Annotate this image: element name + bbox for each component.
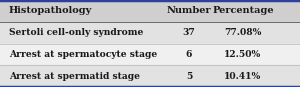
Bar <box>0 0 300 22</box>
Text: 6: 6 <box>186 50 192 59</box>
Text: Arrest at spermatocyte stage: Arrest at spermatocyte stage <box>9 50 157 59</box>
Text: 37: 37 <box>183 28 195 37</box>
Text: 12.50%: 12.50% <box>224 50 262 59</box>
Text: Sertoli cell-only syndrome: Sertoli cell-only syndrome <box>9 28 143 37</box>
Bar <box>0 22 300 44</box>
Text: 10.41%: 10.41% <box>224 72 262 81</box>
Bar <box>0 65 300 87</box>
Text: Number: Number <box>167 6 211 15</box>
Text: 5: 5 <box>186 72 192 81</box>
Text: Percentage: Percentage <box>212 6 274 15</box>
Text: Histopathology: Histopathology <box>9 6 92 15</box>
Text: 77.08%: 77.08% <box>224 28 262 37</box>
Bar <box>0 44 300 65</box>
Text: Arrest at spermatid stage: Arrest at spermatid stage <box>9 72 140 81</box>
